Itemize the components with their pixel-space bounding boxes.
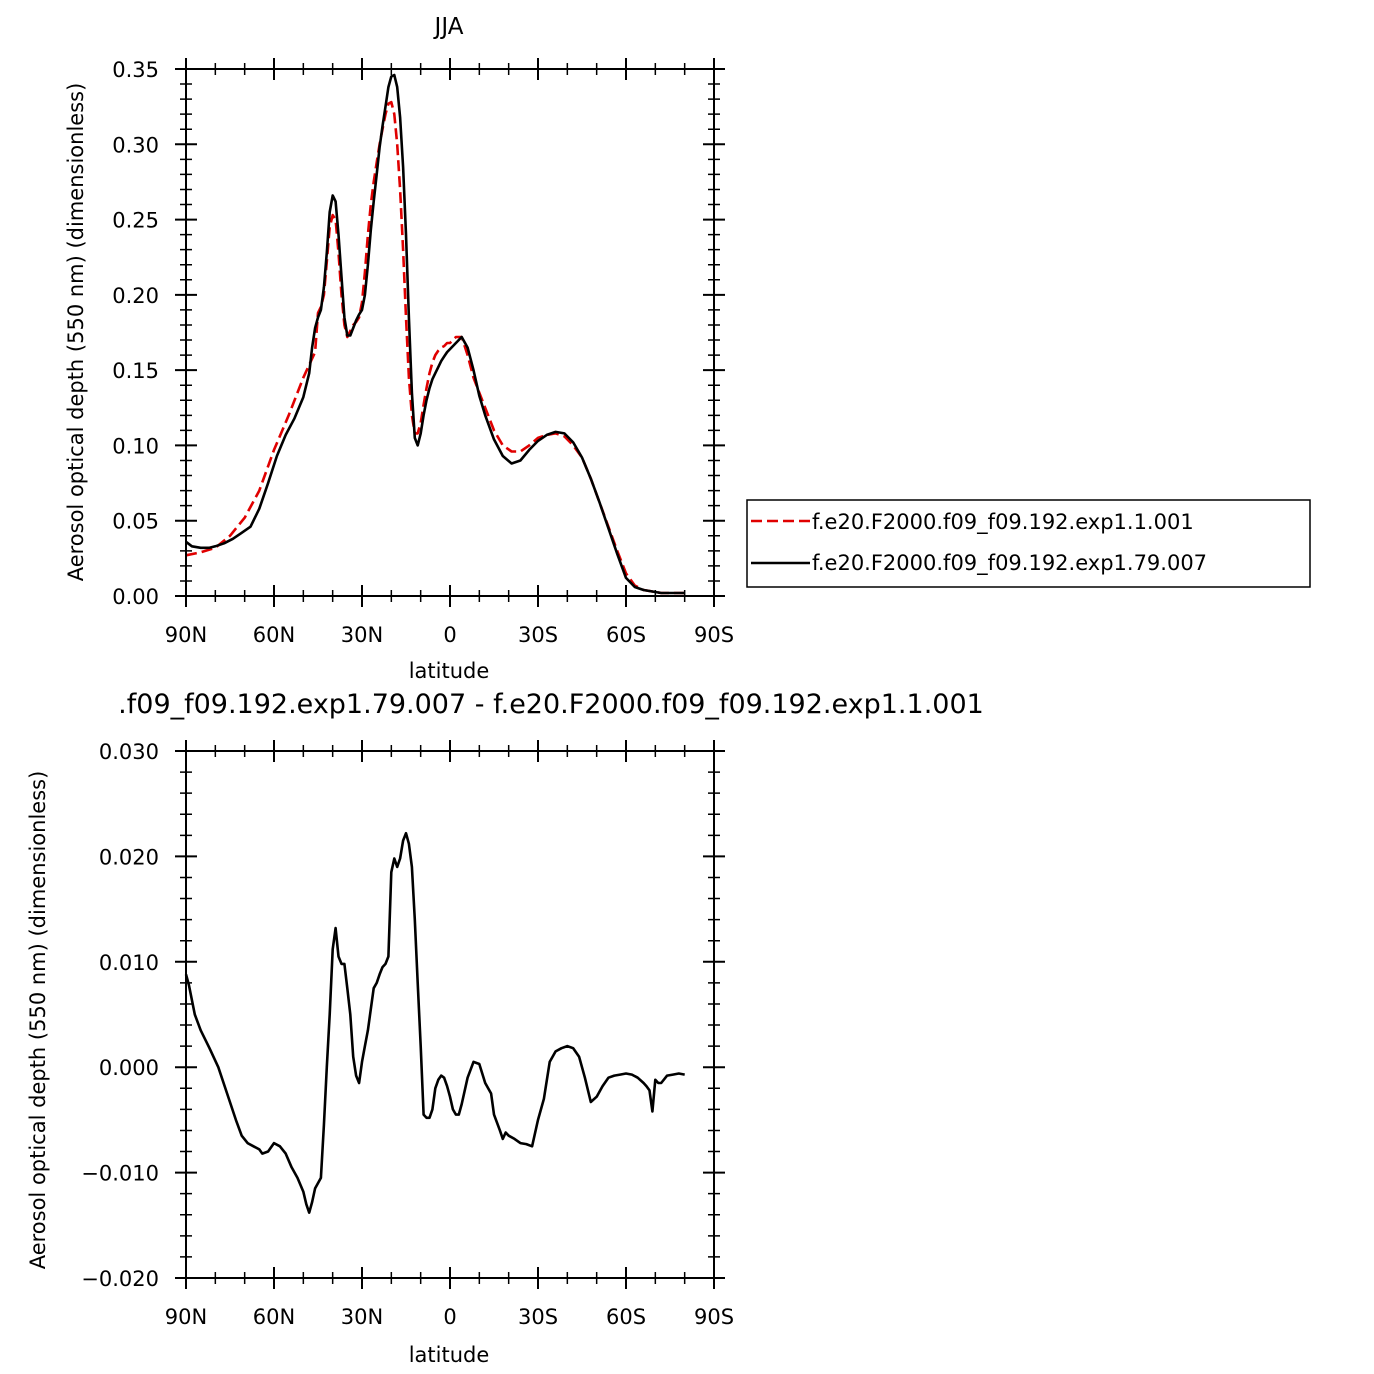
y-tick-label: 0.15 — [112, 359, 159, 383]
x-tick-labels: 90N 60N 30N 0 30S 60S 90S — [165, 623, 734, 647]
tick-marks — [175, 58, 725, 607]
y-axis-label: Aerosol optical depth (550 nm) (dimensio… — [26, 771, 50, 1270]
y-axis-label: Aerosol optical depth (550 nm) (dimensio… — [64, 83, 88, 582]
x-tick-label: 0 — [443, 1305, 456, 1329]
x-tick-labels: 90N 60N 30N 0 30S 60S 90S — [165, 1305, 734, 1329]
x-tick-label: 60S — [606, 1305, 646, 1329]
legend-label: f.e20.F2000.f09_f09.192.exp1.79.007 — [812, 551, 1207, 576]
tick-marks — [175, 740, 725, 1289]
x-tick-label: 30S — [518, 1305, 558, 1329]
y-tick-label: 0.030 — [99, 740, 159, 764]
x-axis-label: latitude — [409, 1343, 490, 1367]
x-tick-label: 60N — [253, 623, 295, 647]
y-tick-label: 0.35 — [112, 58, 159, 82]
y-tick-label: 0.25 — [112, 209, 159, 233]
y-tick-label: −0.020 — [81, 1267, 159, 1291]
x-tick-label: 90S — [694, 623, 734, 647]
y-tick-label: 0.10 — [112, 434, 159, 458]
legend: f.e20.F2000.f09_f09.192.exp1.1.001 f.e20… — [746, 499, 1311, 588]
series-line-2 — [185, 73, 685, 595]
y-tick-label: 0.05 — [112, 510, 159, 534]
x-tick-label: 90S — [694, 1305, 734, 1329]
x-tick-label: 90N — [165, 1305, 207, 1329]
difference-panel: .f09_f09.192.exp1.79.007 - f.e20.F2000.f… — [26, 689, 984, 1367]
y-tick-label: 0.30 — [112, 133, 159, 157]
plot-frame — [185, 68, 715, 597]
y-tick-labels: −0.020 −0.010 0.000 0.010 0.020 0.030 — [81, 740, 159, 1291]
x-tick-label: 30N — [341, 1305, 383, 1329]
series-lines — [185, 73, 685, 595]
y-tick-label: −0.010 — [81, 1162, 159, 1186]
x-tick-label: 0 — [443, 623, 456, 647]
panel-title: .f09_f09.192.exp1.79.007 - f.e20.F2000.f… — [118, 689, 984, 720]
x-tick-label: 60N — [253, 1305, 295, 1329]
series-line-1 — [185, 100, 685, 595]
y-tick-label: 0.00 — [112, 585, 159, 609]
x-tick-label: 60S — [606, 623, 646, 647]
y-tick-label: 0.020 — [99, 845, 159, 869]
x-tick-label: 30S — [518, 623, 558, 647]
panel-title: JJA — [433, 14, 464, 40]
legend-label: f.e20.F2000.f09_f09.192.exp1.1.001 — [812, 510, 1194, 535]
legend-box — [746, 499, 1311, 588]
series-lines — [184, 831, 685, 1214]
y-tick-label: 0.000 — [99, 1056, 159, 1080]
x-tick-label: 90N — [165, 623, 207, 647]
mean-aod-panel: JJA 0.00 0.05 0.10 0.15 0.20 0.25 0.30 0.35 90N… — [64, 14, 1311, 683]
x-axis-label: latitude — [409, 659, 490, 683]
plot-frame — [185, 750, 715, 1279]
series-line-1 — [184, 831, 685, 1214]
y-tick-label: 0.20 — [112, 284, 159, 308]
y-tick-labels: 0.00 0.05 0.10 0.15 0.20 0.25 0.30 0.35 — [112, 58, 159, 609]
y-tick-label: 0.010 — [99, 951, 159, 975]
x-tick-label: 30N — [341, 623, 383, 647]
